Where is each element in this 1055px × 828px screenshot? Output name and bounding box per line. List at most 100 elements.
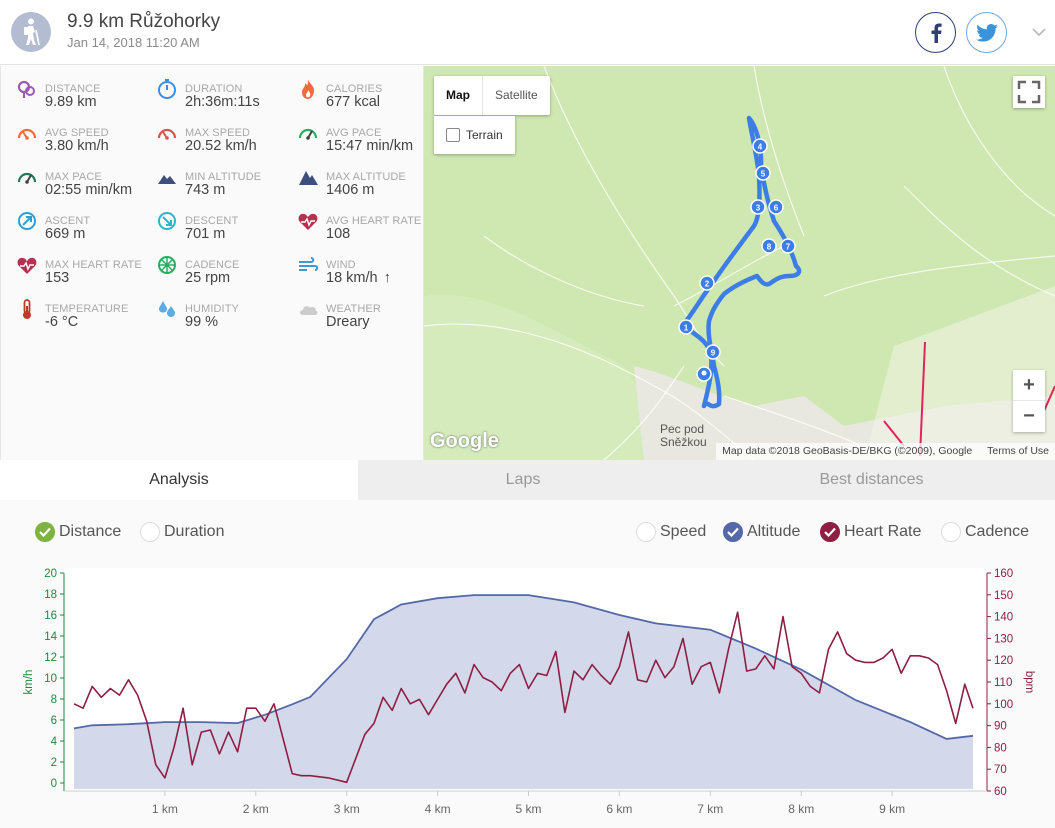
km-marker[interactable]: 4: [752, 138, 768, 154]
stat-value: 1406 m: [326, 182, 374, 198]
y-left-tick-label: 4: [51, 736, 58, 748]
altitude-checkbox[interactable]: [723, 522, 743, 542]
duration-radio[interactable]: [140, 522, 160, 542]
map-road: [943, 66, 1055, 217]
map-road: [823, 255, 1055, 297]
map-road: [753, 66, 805, 237]
map-road: [483, 235, 645, 307]
analysis-chart[interactable]: 0 2 4 6 8 10 12 14 16 18 20 km/h 60 70 80 90 100 110 120 13…: [0, 560, 1055, 828]
route-track: [681, 115, 802, 409]
stat-label: MAX ALTITUDE: [326, 171, 406, 183]
stat-distance: DISTANCE 9.89 km: [16, 72, 156, 112]
stat-value: 743 m: [185, 182, 225, 198]
y-left-tick-label: 10: [44, 673, 57, 685]
map-type-map-button[interactable]: Map: [434, 76, 483, 115]
tab-laps[interactable]: Laps: [358, 460, 688, 500]
stat-value: Dreary: [326, 314, 370, 330]
km-marker-label: 1: [684, 324, 689, 333]
stat-label: DISTANCE: [45, 83, 101, 95]
stat-label: CALORIES: [326, 83, 383, 95]
terrain-checkbox[interactable]: [446, 128, 460, 142]
map-type-satellite-button[interactable]: Satellite: [495, 88, 538, 102]
zoom-out-button[interactable]: −: [1023, 405, 1035, 427]
stat-descent: DESCENT 701 m: [156, 204, 296, 244]
y-left-tick-label: 0: [51, 778, 57, 790]
stat-duration: DURATION 2h:36m:11s: [156, 72, 296, 112]
stat-value-text: 677 kcal: [326, 94, 381, 110]
stat-max-altitude: MAX ALTITUDE 1406 m: [297, 160, 437, 200]
y-right-tick-label: 110: [994, 677, 1012, 689]
y-right-tick-label: 80: [994, 742, 1007, 754]
route-map[interactable]: 1 2 3 4 5 6 7 8 9 Pec pod Sněžkou Map Satellite T…: [424, 66, 1055, 460]
stat-value: 677 kcal: [326, 94, 380, 110]
start-pin-icon[interactable]: [696, 366, 712, 382]
y-left-tick-label: 6: [51, 715, 57, 727]
check-icon: [824, 527, 836, 537]
stat-label: MAX PACE: [45, 171, 102, 183]
stat-value-text: 3.80 km/h: [45, 138, 109, 154]
zoom-control: + −: [1013, 370, 1045, 432]
km-marker[interactable]: 3: [750, 199, 766, 215]
stat-label: WIND: [326, 259, 356, 271]
stat-value: 99 %: [185, 314, 218, 330]
stopwatch-icon: [158, 79, 176, 99]
map-canvas[interactable]: 1 2 3 4 5 6 7 8 9: [424, 66, 1055, 460]
stat-value-text: 1406 m: [326, 182, 375, 198]
stat-value: 153: [45, 270, 69, 286]
km-marker-label: 4: [758, 143, 763, 152]
stat-value: 669 m: [45, 226, 85, 242]
toggle-heart-rate[interactable]: Heart Rate: [820, 521, 921, 543]
km-marker[interactable]: 5: [755, 165, 771, 181]
terrain-toggle[interactable]: Terrain: [434, 116, 515, 154]
stat-max-speed: MAX SPEED 20.52 km/h: [156, 116, 296, 156]
speed-checkbox[interactable]: [636, 522, 656, 542]
km-marker[interactable]: 9: [705, 344, 721, 360]
attribution-text: Map data ©2018 GeoBasis-DE/BKG (©2009), …: [722, 445, 973, 457]
distance-radio[interactable]: [35, 522, 55, 542]
facebook-share-button[interactable]: [915, 12, 956, 53]
km-marker[interactable]: 7: [780, 238, 796, 254]
twitter-share-button[interactable]: [966, 12, 1007, 53]
stat-value-text: 9.89 km: [45, 94, 97, 110]
analysis-panel: Distance Duration Speed Altitude Heart R…: [0, 500, 1055, 828]
km-marker[interactable]: 8: [761, 238, 777, 254]
y-left-tick-label: 12: [44, 652, 57, 664]
flame-icon: [302, 80, 315, 99]
stat-value: 9.89 km: [45, 94, 97, 110]
fullscreen-icon: [1017, 80, 1041, 104]
km-marker-label: 5: [761, 170, 766, 179]
stat-value: -6 °C: [45, 314, 78, 330]
km-marker-label: 6: [774, 204, 779, 213]
analysis-tabs: Analysis Laps Best distances: [0, 460, 1055, 500]
map-type-control: Map Satellite: [434, 76, 550, 115]
stat-wind: WIND 18 km/h ↑: [297, 248, 437, 288]
stat-label: TEMPERATURE: [45, 303, 129, 315]
km-marker[interactable]: 2: [699, 275, 715, 291]
toggle-distance[interactable]: Distance: [35, 521, 121, 543]
speedometer-icon: [157, 128, 177, 140]
km-marker[interactable]: 1: [678, 319, 694, 335]
heart-rate-icon: [298, 213, 318, 230]
km-marker[interactable]: 6: [768, 199, 784, 215]
stat-value-text: 20.52 km/h: [185, 138, 257, 154]
chevron-down-icon[interactable]: [1031, 24, 1047, 40]
heart-rate-checkbox[interactable]: [820, 522, 840, 542]
toggle-altitude[interactable]: Altitude: [723, 521, 800, 543]
cadence-checkbox[interactable]: [941, 522, 961, 542]
toggle-cadence-label: Cadence: [965, 523, 1030, 540]
tab-analysis[interactable]: Analysis: [0, 460, 358, 500]
zoom-in-button[interactable]: +: [1013, 370, 1045, 401]
toggle-cadence[interactable]: Cadence: [941, 521, 1029, 543]
fullscreen-button[interactable]: [1013, 76, 1045, 108]
terms-of-use-link[interactable]: Terms of Use: [987, 445, 1049, 457]
stat-max-pace: MAX PACE 02:55 min/km: [16, 160, 156, 200]
hiker-icon: [24, 18, 40, 46]
x-tick-label: 1 km: [152, 802, 178, 816]
ski-lift-line: [883, 420, 905, 447]
toggle-duration[interactable]: Duration: [140, 521, 224, 543]
toggle-speed[interactable]: Speed: [636, 521, 706, 543]
stat-min-altitude: MIN ALTITUDE 743 m: [156, 160, 296, 200]
km-marker-label: 7: [786, 243, 791, 252]
pace-gauge-icon: [298, 128, 318, 140]
tab-best-distances[interactable]: Best distances: [688, 460, 1055, 500]
